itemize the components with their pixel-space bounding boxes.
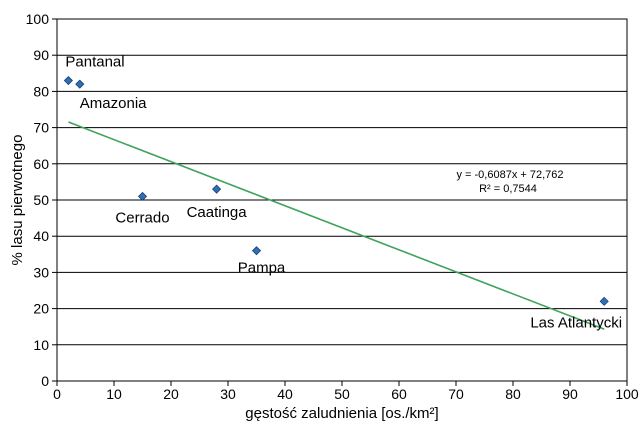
y-tick-label-90: 90 (33, 47, 49, 63)
y-tick-label-30: 30 (33, 264, 49, 280)
data-point-las-atlantycki (599, 296, 609, 306)
trendline (68, 121, 605, 330)
x-tick-label-80: 80 (505, 386, 521, 402)
y-tick-label-40: 40 (33, 228, 49, 244)
y-tick-label-70: 70 (33, 120, 49, 136)
x-tick-label-90: 90 (562, 386, 578, 402)
point-label-amazonia: Amazonia (80, 95, 147, 112)
point-label-las-atlantycki: Las Atlantycki (530, 314, 622, 331)
point-label-caatinga: Caatinga (187, 204, 248, 221)
data-points (63, 75, 609, 306)
x-tick-label-60: 60 (391, 386, 407, 402)
x-tick-label-10: 10 (106, 386, 122, 402)
x-tick-label-30: 30 (220, 386, 236, 402)
x-tick-label-70: 70 (448, 386, 464, 402)
data-point-pantanal (63, 75, 73, 86)
r-squared-label: R² = 0,7544 (479, 183, 537, 195)
point-label-pampa: Pampa (238, 260, 286, 277)
data-point-amazonia (75, 79, 85, 89)
point-label-pantanal: Pantanal (65, 54, 124, 71)
x-tick-label-0: 0 (53, 386, 61, 402)
x-tick-label-100: 100 (615, 386, 639, 402)
y-axis-ticks: 0 10 20 30 40 50 60 70 80 90 100 (26, 11, 57, 389)
y-tick-label-100: 100 (26, 11, 50, 27)
point-labels: Pantanal Amazonia Cerrado Caatinga Pampa Las … (65, 54, 622, 332)
trendline-equation: y = -0,6087x + 72,762 (456, 169, 563, 181)
y-tick-label-0: 0 (41, 373, 49, 389)
x-tick-label-50: 50 (334, 386, 350, 402)
x-tick-label-20: 20 (163, 386, 179, 402)
y-axis-title: % lasu pierwotnego (9, 135, 26, 266)
y-tick-label-20: 20 (33, 301, 49, 317)
data-point-caatinga (212, 184, 222, 194)
data-point-pampa (251, 246, 262, 256)
y-tick-label-60: 60 (33, 156, 49, 172)
x-axis-title: gęstość zaludnienia [os./km²] (245, 405, 438, 422)
y-tick-label-10: 10 (33, 337, 49, 353)
x-axis-ticks: 0 10 20 30 40 50 60 70 80 90 100 (53, 381, 639, 402)
y-tick-label-80: 80 (33, 83, 49, 99)
data-point-cerrado (137, 191, 148, 201)
x-tick-label-40: 40 (277, 386, 293, 402)
y-tick-label-50: 50 (33, 192, 49, 208)
point-label-cerrado: Cerrado (115, 209, 169, 226)
